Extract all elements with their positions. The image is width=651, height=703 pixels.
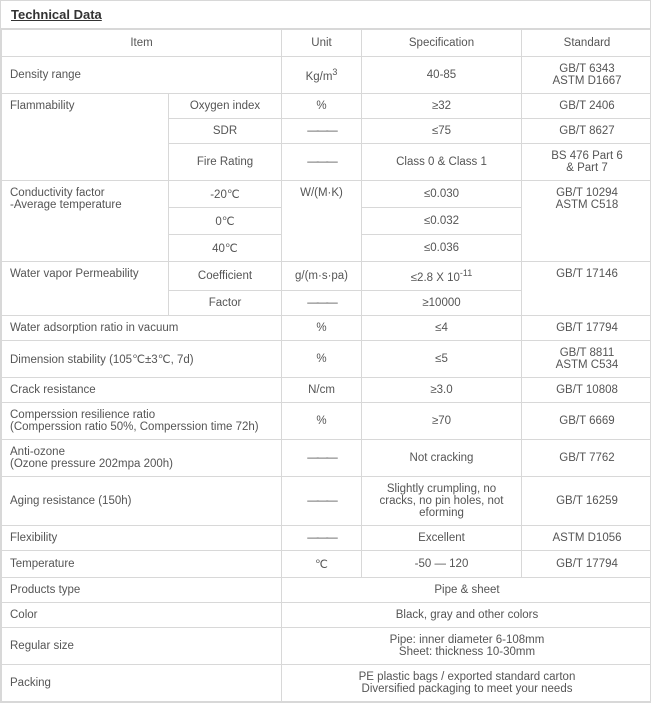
cell-unit: N/cm bbox=[282, 377, 362, 402]
cell-std: ASTM D1056 bbox=[522, 525, 651, 550]
cell-spec: ≥32 bbox=[362, 94, 522, 119]
table-header-row: Item Unit Specification Standard bbox=[2, 30, 651, 57]
cell-unit: % bbox=[282, 340, 362, 377]
row-label: Comperssion resilience ratio(Comperssion… bbox=[2, 402, 282, 439]
cell-spec: ≤0.036 bbox=[362, 235, 522, 262]
table-row: Regular size Pipe: inner diameter 6-108m… bbox=[2, 627, 651, 664]
cell-unit: ——— bbox=[282, 290, 362, 315]
table-row: Flexibility ——— Excellent ASTM D1056 bbox=[2, 525, 651, 550]
cell-unit: ——— bbox=[282, 439, 362, 476]
cell-std: GB/T 17794 bbox=[522, 550, 651, 577]
cell-std: GB/T 10294ASTM C518 bbox=[522, 181, 651, 262]
cell-spec: ≤4 bbox=[362, 315, 522, 340]
table-row: Products type Pipe & sheet bbox=[2, 577, 651, 602]
cell-std: BS 476 Part 6& Part 7 bbox=[522, 144, 651, 181]
cell-unit: ——— bbox=[282, 119, 362, 144]
row-label: Color bbox=[2, 602, 282, 627]
cell-merged: Pipe & sheet bbox=[282, 577, 651, 602]
cell-std: GB/T 16259 bbox=[522, 476, 651, 525]
card-title: Technical Data bbox=[1, 1, 650, 29]
row-label: Regular size bbox=[2, 627, 282, 664]
header-unit: Unit bbox=[282, 30, 362, 57]
cell-merged: Black, gray and other colors bbox=[282, 602, 651, 627]
row-label: Density range bbox=[2, 57, 282, 94]
cell-spec: ≤5 bbox=[362, 340, 522, 377]
cell-unit: Kg/m3 bbox=[282, 57, 362, 94]
row-label: Crack resistance bbox=[2, 377, 282, 402]
row-label: Aging resistance (150h) bbox=[2, 476, 282, 525]
cell-std: GB/T 8627 bbox=[522, 119, 651, 144]
header-std: Standard bbox=[522, 30, 651, 57]
sub-label: 0℃ bbox=[169, 208, 282, 235]
row-label: Flammability bbox=[2, 94, 169, 181]
cell-unit: % bbox=[282, 94, 362, 119]
cell-spec: -50 — 120 bbox=[362, 550, 522, 577]
cell-spec: Excellent bbox=[362, 525, 522, 550]
cell-unit: ——— bbox=[282, 144, 362, 181]
cell-std: GB/T 17794 bbox=[522, 315, 651, 340]
row-label: Water adsorption ratio in vacuum bbox=[2, 315, 282, 340]
cell-spec: ≤0.032 bbox=[362, 208, 522, 235]
table-row: Anti-ozone(Ozone pressure 202mpa 200h) —… bbox=[2, 439, 651, 476]
cell-std: GB/T 17146 bbox=[522, 262, 651, 316]
cell-unit: ——— bbox=[282, 476, 362, 525]
cell-spec: ≤75 bbox=[362, 119, 522, 144]
table-row: Conductivity factor-Average temperature … bbox=[2, 181, 651, 208]
cell-unit: ——— bbox=[282, 525, 362, 550]
cell-unit: g/(m·s·pa) bbox=[282, 262, 362, 291]
cell-spec: ≥3.0 bbox=[362, 377, 522, 402]
sub-label: SDR bbox=[169, 119, 282, 144]
cell-spec: ≤2.8 X 10-11 bbox=[362, 262, 522, 291]
cell-std: GB/T 7762 bbox=[522, 439, 651, 476]
sub-label: Fire Rating bbox=[169, 144, 282, 181]
table-row: Temperature ℃ -50 — 120 GB/T 17794 bbox=[2, 550, 651, 577]
row-label: Dimension stability (105℃±3℃, 7d) bbox=[2, 340, 282, 377]
cell-unit: % bbox=[282, 315, 362, 340]
cell-spec: ≥70 bbox=[362, 402, 522, 439]
cell-unit: % bbox=[282, 402, 362, 439]
cell-spec: Class 0 & Class 1 bbox=[362, 144, 522, 181]
row-label: Products type bbox=[2, 577, 282, 602]
sub-label: Coefficient bbox=[169, 262, 282, 291]
header-item: Item bbox=[2, 30, 282, 57]
cell-std: GB/T 10808 bbox=[522, 377, 651, 402]
row-label: Water vapor Permeability bbox=[2, 262, 169, 316]
data-table: Item Unit Specification Standard Density… bbox=[1, 29, 651, 702]
table-row: Density range Kg/m3 40-85 GB/T 6343ASTM … bbox=[2, 57, 651, 94]
sub-label: Oxygen index bbox=[169, 94, 282, 119]
table-row: Water adsorption ratio in vacuum % ≤4 GB… bbox=[2, 315, 651, 340]
cell-spec: ≤0.030 bbox=[362, 181, 522, 208]
cell-merged: Pipe: inner diameter 6-108mmSheet: thick… bbox=[282, 627, 651, 664]
cell-std: GB/T 2406 bbox=[522, 94, 651, 119]
row-label: Flexibility bbox=[2, 525, 282, 550]
cell-spec: ≥10000 bbox=[362, 290, 522, 315]
sub-label: 40℃ bbox=[169, 235, 282, 262]
table-row: Flammability Oxygen index % ≥32 GB/T 240… bbox=[2, 94, 651, 119]
table-row: Dimension stability (105℃±3℃, 7d) % ≤5 G… bbox=[2, 340, 651, 377]
header-spec: Specification bbox=[362, 30, 522, 57]
cell-spec: Not cracking bbox=[362, 439, 522, 476]
cell-spec: Slightly crumpling, nocracks, no pin hol… bbox=[362, 476, 522, 525]
cell-std: GB/T 6669 bbox=[522, 402, 651, 439]
cell-std: GB/T 8811ASTM C534 bbox=[522, 340, 651, 377]
sub-label: -20℃ bbox=[169, 181, 282, 208]
row-label: Conductivity factor-Average temperature bbox=[2, 181, 169, 262]
table-row: Comperssion resilience ratio(Comperssion… bbox=[2, 402, 651, 439]
cell-spec: 40-85 bbox=[362, 57, 522, 94]
row-label: Anti-ozone(Ozone pressure 202mpa 200h) bbox=[2, 439, 282, 476]
cell-std: GB/T 6343ASTM D1667 bbox=[522, 57, 651, 94]
technical-data-card: Technical Data Item Unit Specification S… bbox=[0, 0, 651, 703]
cell-unit: W/(M·K) bbox=[282, 181, 362, 262]
table-row: Crack resistance N/cm ≥3.0 GB/T 10808 bbox=[2, 377, 651, 402]
table-row: Color Black, gray and other colors bbox=[2, 602, 651, 627]
row-label: Temperature bbox=[2, 550, 282, 577]
sub-label: Factor bbox=[169, 290, 282, 315]
table-row: Aging resistance (150h) ——— Slightly cru… bbox=[2, 476, 651, 525]
cell-unit: ℃ bbox=[282, 550, 362, 577]
table-row: Water vapor Permeability Coefficient g/(… bbox=[2, 262, 651, 291]
